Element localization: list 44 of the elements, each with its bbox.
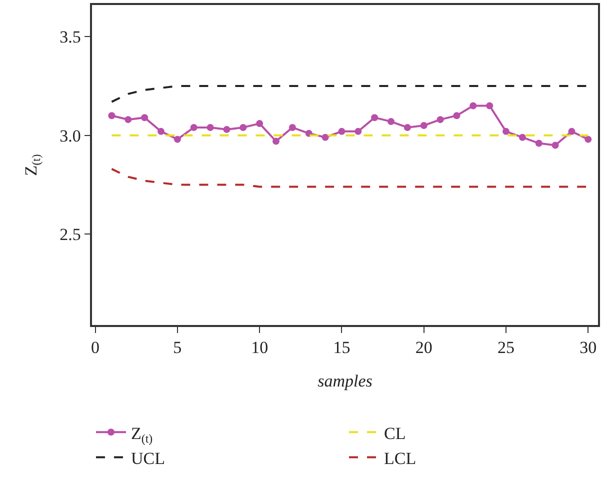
point	[371, 114, 378, 122]
y-tick-label: 3.5	[60, 28, 81, 47]
point	[404, 124, 411, 131]
point	[240, 124, 247, 131]
legend-label: CL	[384, 424, 406, 443]
point	[354, 128, 362, 135]
point	[338, 128, 346, 135]
point	[436, 116, 444, 124]
x-tick-label: 0	[91, 338, 100, 358]
point	[470, 102, 477, 110]
point	[108, 112, 116, 120]
point	[174, 136, 181, 143]
x-axis-title: samples	[318, 372, 373, 390]
point	[288, 124, 296, 131]
point	[206, 124, 214, 131]
point	[584, 136, 592, 143]
legend-label: UCL	[131, 448, 165, 468]
point	[518, 134, 526, 141]
x-tick-label: 10	[251, 338, 268, 358]
x-tick-label: 5	[173, 338, 182, 358]
point	[124, 116, 132, 124]
point	[141, 114, 148, 122]
legend-label: Z$_{(t)}$	[131, 424, 153, 446]
point	[190, 124, 198, 131]
point	[158, 128, 164, 135]
point	[322, 134, 329, 141]
point	[420, 122, 428, 129]
legend-label: LCL	[384, 448, 416, 468]
x-tick-label: 30	[580, 338, 597, 358]
point	[502, 128, 510, 135]
point	[535, 140, 542, 147]
x-tick-label: 20	[415, 338, 432, 358]
point	[272, 138, 280, 145]
point	[256, 120, 264, 128]
point	[552, 142, 559, 149]
point	[388, 118, 394, 126]
y-tick-label: 3.0	[60, 126, 81, 146]
x-tick-label: 25	[498, 338, 514, 358]
y-tick-label: 2.5	[60, 225, 81, 244]
x-tick-label: 15	[333, 338, 350, 358]
point	[223, 126, 230, 133]
point	[568, 128, 576, 135]
point	[486, 102, 494, 110]
point	[453, 112, 460, 120]
